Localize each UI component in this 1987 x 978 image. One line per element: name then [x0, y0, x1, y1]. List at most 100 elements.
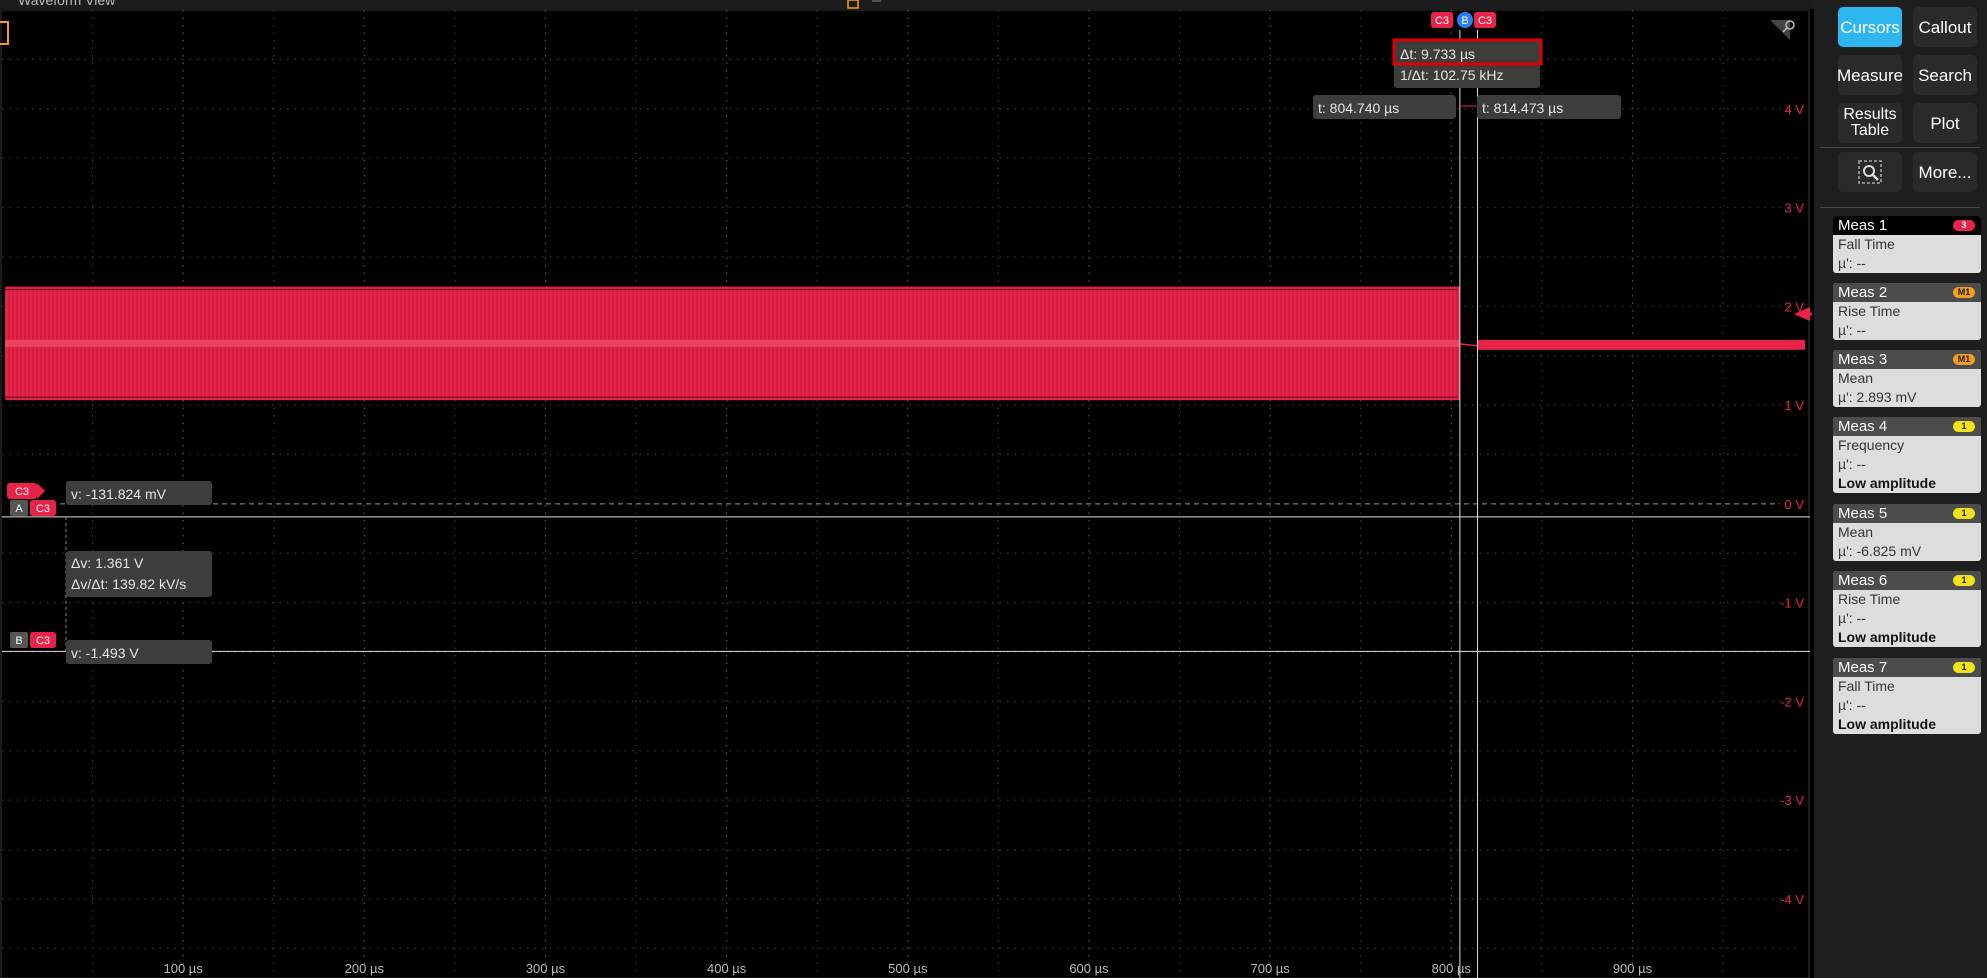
- measurement-value: µ': --: [1838, 456, 1866, 472]
- measurement-name: Meas 6: [1838, 572, 1888, 589]
- measurement-badge[interactable]: Meas 1 3 Fall Time µ': --: [1833, 216, 1981, 273]
- y-tick-label: 4 V: [1784, 102, 1804, 117]
- c3-channel-marker[interactable]: C3: [15, 486, 29, 498]
- measurement-name: Meas 5: [1838, 505, 1888, 522]
- cursor-b-badge-label: B: [1461, 15, 1468, 27]
- c3-burst-edge-bottom: [4, 396, 1457, 401]
- measurement-badge[interactable]: Meas 6 1 Rise Time µ': -- Low amplitude: [1833, 571, 1981, 647]
- measurement-value: µ': --: [1838, 697, 1866, 713]
- measurement-header: Meas 3 M1: [1833, 350, 1981, 369]
- measurement-value: µ': -6.825 mV: [1838, 543, 1922, 559]
- cursors-button[interactable]: Cursors: [1838, 7, 1902, 47]
- y-tick-label: 0 V: [1784, 497, 1804, 512]
- measurement-header: Meas 1 3: [1833, 216, 1981, 235]
- measurement-source-badge: 1: [1953, 508, 1975, 519]
- cursor-a-left-tag[interactable]: A: [15, 503, 23, 515]
- cursor-b-c3-tag[interactable]: C3: [36, 635, 50, 647]
- cursor-b-time-readout: t: 814.473 µs: [1482, 100, 1563, 116]
- panel-divider: [1820, 147, 1980, 148]
- delta-v-box: [66, 551, 212, 597]
- measurement-source-badge: M1: [1953, 287, 1975, 298]
- x-tick-label: 500 µs: [888, 961, 928, 976]
- measurement-name: Meas 7: [1838, 659, 1888, 676]
- c3-burst-center: [5, 339, 1460, 347]
- y-tick-label: -4 V: [1780, 892, 1804, 907]
- cursor-a-volt-readout: v: -131.824 mV: [71, 486, 167, 502]
- measurement-value: µ': --: [1838, 322, 1866, 338]
- cursor-a-c3-tag[interactable]: C3: [36, 503, 50, 515]
- measurement-name: Meas 1: [1838, 217, 1888, 234]
- ref-level-marker: [0, 21, 9, 45]
- measurement-badge[interactable]: Meas 5 1 Mean µ': -6.825 mV: [1833, 504, 1981, 561]
- measurement-type: Frequency: [1838, 437, 1905, 453]
- cursor-b-badge[interactable]: [1457, 12, 1473, 28]
- trigger-position-marker[interactable]: [847, 0, 859, 9]
- c3-burst-edge-top: [4, 286, 1457, 291]
- view-titlebar: [0, 0, 1814, 9]
- zoom-button[interactable]: [1838, 152, 1902, 192]
- view-title: Waveform View: [18, 0, 116, 8]
- cursor-layer[interactable]: t: 804.740 µs t: 814.473 µs v: -131.824 mV…: [2, 12, 1810, 978]
- measurement-source-badge: 1: [1953, 662, 1975, 673]
- y-axis-labels: 4 V 3 V 2 V 1 V 0 V -1 V -2 V -3 V -4 V: [1780, 102, 1804, 907]
- graticule: [2, 10, 1800, 978]
- dv-dt-readout: Δv/Δt: 139.82 kV/s: [71, 576, 186, 592]
- y-tick-label: 3 V: [1784, 201, 1804, 216]
- cursor-b-volt-readout-box: [66, 640, 212, 664]
- x-tick-label: 800 µs: [1432, 961, 1472, 976]
- measurement-badge[interactable]: Meas 3 M1 Mean µ': 2.893 mV: [1833, 350, 1981, 407]
- y-tick-label: -1 V: [1780, 596, 1804, 611]
- cursor-b-left-tag-bg: [10, 632, 28, 648]
- x-tick-label: 200 µs: [345, 961, 385, 976]
- x-tick-label: 900 µs: [1613, 961, 1653, 976]
- measure-button[interactable]: Measure: [1837, 55, 1903, 95]
- more-button[interactable]: More...: [1913, 152, 1977, 192]
- c3-signal: [4, 286, 1805, 401]
- cursor-b-top-tag[interactable]: C3: [1478, 15, 1492, 27]
- measurement-badge[interactable]: Meas 4 1 Frequency µ': -- Low amplitude: [1833, 417, 1981, 493]
- cursor-b-top-tag-bg: [1474, 12, 1496, 28]
- panel-divider: [1820, 207, 1980, 208]
- y-tick-label: -3 V: [1780, 793, 1804, 808]
- cursor-b-left-tag[interactable]: B: [15, 635, 22, 647]
- measurement-header: Meas 2 M1: [1833, 283, 1981, 302]
- magnifier-handle: [1782, 27, 1788, 33]
- results-table-line1: Results: [1843, 106, 1897, 123]
- measurement-value: µ': 2.893 mV: [1838, 389, 1917, 405]
- search-button[interactable]: Search: [1913, 55, 1977, 95]
- measurement-note: Low amplitude: [1838, 475, 1936, 491]
- measurement-name: Meas 2: [1838, 284, 1888, 301]
- delta-t-highlight: [1392, 38, 1543, 66]
- measurement-type: Rise Time: [1838, 591, 1901, 607]
- c3-quiet-trace: [1477, 339, 1805, 350]
- results-table-line2: Table: [1850, 122, 1890, 139]
- measurement-source-badge: 3: [1953, 220, 1975, 231]
- measurement-badge[interactable]: Meas 7 1 Fall Time µ': -- Low amplitude: [1833, 658, 1981, 734]
- plot-border: [0, 9, 1810, 978]
- cursor-a-left-tag-bg: [10, 500, 28, 516]
- c3-channel-marker-point: [37, 483, 45, 499]
- plot-background: [0, 0, 1814, 978]
- measurement-header: Meas 5 1: [1833, 504, 1981, 523]
- measurement-type: Fall Time: [1838, 678, 1895, 694]
- magnifier-icon: [1785, 20, 1795, 30]
- inv-delta-t-readout: 1/Δt: 102.75 kHz: [1400, 67, 1504, 83]
- plot-button[interactable]: Plot: [1913, 103, 1977, 143]
- callout-button[interactable]: Callout: [1913, 7, 1977, 47]
- measurement-header: Meas 7 1: [1833, 658, 1981, 677]
- measurement-header: Meas 4 1: [1833, 417, 1981, 436]
- cursor-a-top-tag[interactable]: C3: [1435, 15, 1449, 27]
- cursor-a-time-readout-box: [1313, 95, 1456, 119]
- c3-offset-arrow[interactable]: [1794, 307, 1810, 321]
- measurement-source-badge: 1: [1953, 421, 1975, 432]
- cursor-a-time-readout: t: 804.740 µs: [1318, 100, 1399, 116]
- delta-v-readout: Δv: 1.361 V: [71, 555, 144, 571]
- cursor-a-volt-readout-box: [66, 481, 212, 505]
- measurement-badge[interactable]: Meas 2 M1 Rise Time µ': --: [1833, 283, 1981, 340]
- measurement-note: Low amplitude: [1838, 716, 1936, 732]
- measurement-type: Mean: [1838, 524, 1874, 540]
- results-table-button[interactable]: Results Table: [1838, 103, 1902, 143]
- zoom-corner[interactable]: [1770, 20, 1790, 40]
- y-tick-label: -2 V: [1780, 694, 1804, 709]
